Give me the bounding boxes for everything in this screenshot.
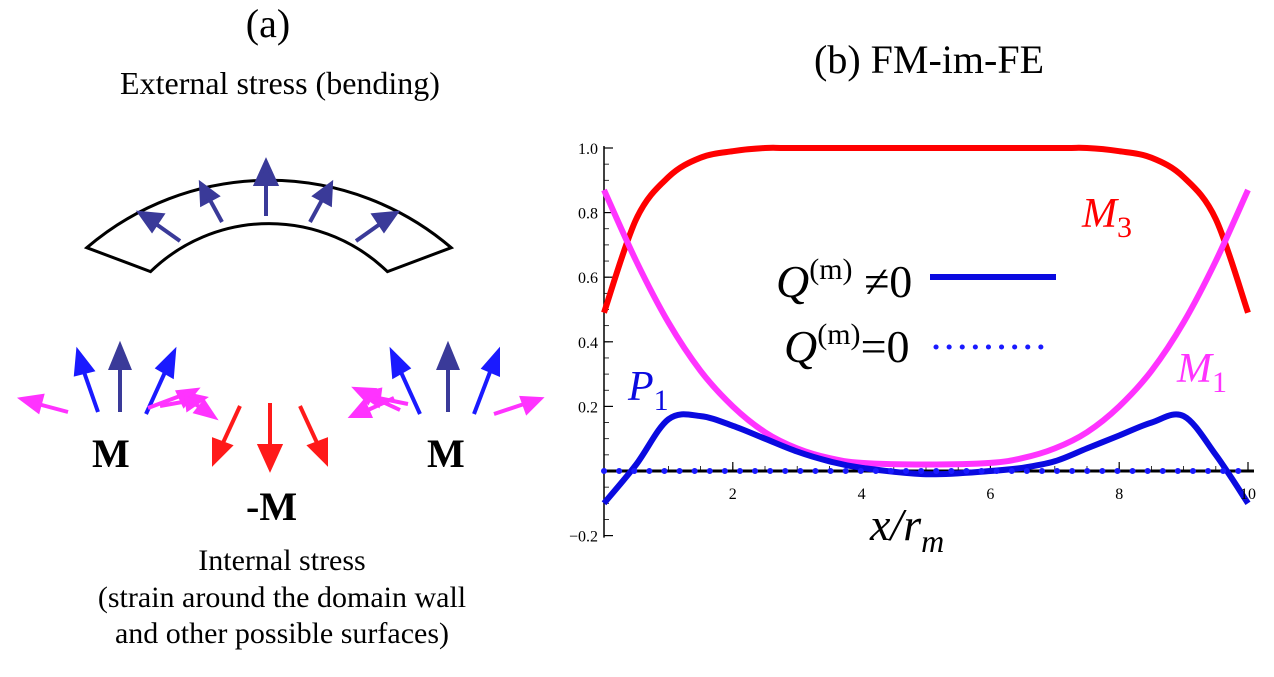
x-axis-label: x/rm xyxy=(869,499,944,559)
left-m-arrows xyxy=(16,340,219,421)
label-m1: M1 xyxy=(1176,346,1227,399)
y-tick-label: 0.8 xyxy=(578,206,598,223)
panel-a-label: (a) xyxy=(245,1,291,46)
label-p1: P1 xyxy=(627,364,669,417)
internal-stress-line-1: Internal stress xyxy=(198,544,366,577)
minus-m-label: -M xyxy=(246,484,298,529)
y-tick-label: 0.4 xyxy=(578,335,598,352)
label-m3: M3 xyxy=(1081,191,1132,244)
x-tick-label: 4 xyxy=(858,486,866,503)
y-tick-label: 0.6 xyxy=(578,270,598,287)
x-tick-label: 2 xyxy=(729,486,737,503)
internal-stress-line-3: and other possible surfaces) xyxy=(114,617,450,651)
internal-stress-caption: Internal stress (strain around the domai… xyxy=(98,543,466,653)
plate-arrows xyxy=(135,157,401,243)
chart-axes xyxy=(603,146,1254,538)
series-m1-curve xyxy=(601,188,1251,468)
x-tick-label: 10 xyxy=(1240,486,1256,503)
chart-labels: 1.0 0.8 0.6 0.4 0.2 −0.2 2 4 6 8 10 M3 M1 P1 Q(m) ≠0 Q(… xyxy=(569,141,1256,559)
x-tick-label: 8 xyxy=(1115,486,1123,503)
x-tick-label: 6 xyxy=(986,486,994,503)
right-m-arrows xyxy=(347,340,545,418)
y-tick-label: 0.2 xyxy=(578,399,598,416)
legend-zero-q-label: Q(m)=0 xyxy=(784,318,910,372)
panel-a-diagram xyxy=(16,157,545,473)
series-p1-curve xyxy=(601,411,1251,506)
legend-nonzero-q-label: Q(m) ≠0 xyxy=(776,253,912,307)
chart-curves xyxy=(601,144,1251,506)
m-label-right: M xyxy=(427,431,465,476)
m-label-left: M xyxy=(92,431,130,476)
y-tick-label: 1.0 xyxy=(578,141,598,158)
bent-plate xyxy=(83,178,455,274)
internal-stress-line-2: (strain around the domain wall xyxy=(97,580,467,614)
series-m3-curve xyxy=(601,144,1251,314)
panel-b-title: (b) FM-im-FE xyxy=(814,37,1044,82)
y-tick-label: −0.2 xyxy=(569,529,598,546)
external-stress-label: External stress (bending) xyxy=(120,65,440,101)
center-minus-m-arrows xyxy=(212,403,328,473)
